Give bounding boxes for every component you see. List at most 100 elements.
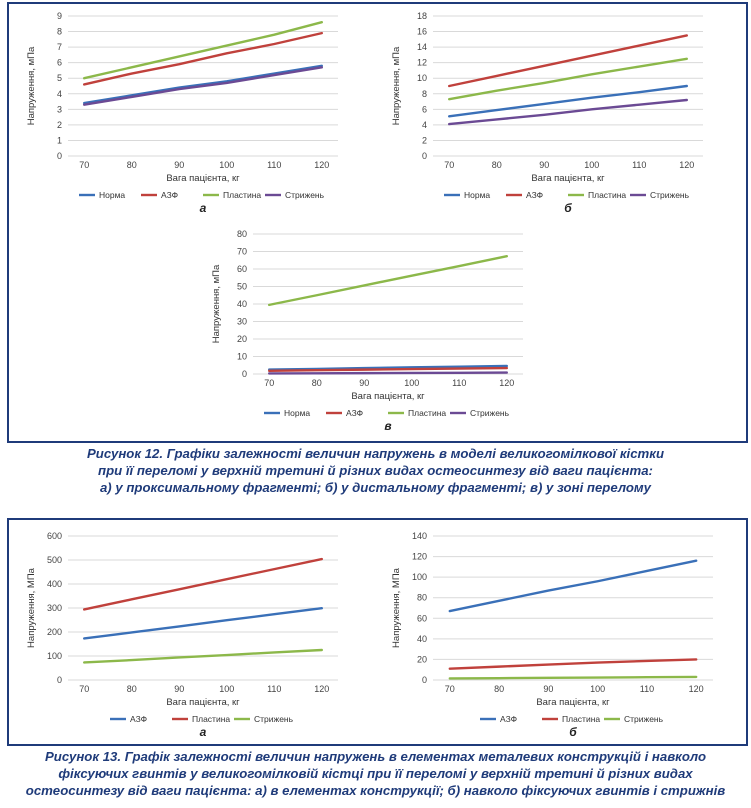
y-tick-label: 10: [237, 352, 247, 362]
x-tick-label: 100: [219, 160, 234, 170]
x-tick-label: 80: [127, 160, 137, 170]
legend-label: Стрижень: [254, 714, 294, 724]
chart-12a: 0 1 2 3 4 5 6 7 8 9 70 80 90 100 110 120 Вага пацієнта, …: [20, 8, 350, 218]
y-tick-label: 80: [237, 229, 247, 239]
y-tick-label: 0: [242, 369, 247, 379]
y-tick-label: 10: [417, 73, 427, 83]
panel-sublabel: б: [564, 201, 572, 215]
series-line: [448, 675, 698, 680]
series-line: [267, 255, 508, 307]
caption-line: при її переломі у верхній третині й різн…: [98, 463, 653, 478]
caption-line: фіксуючих гвинтів у великогомілковій кіс…: [58, 766, 693, 781]
y-tick-label: 16: [417, 27, 427, 37]
series-line: [448, 658, 698, 670]
series-line: [82, 21, 323, 80]
panel-sublabel: в: [384, 419, 391, 433]
y-tick-label: 50: [237, 282, 247, 292]
panel-sublabel: б: [569, 725, 577, 739]
x-tick-label: 80: [127, 684, 137, 694]
x-tick-label: 110: [267, 160, 281, 170]
y-axis-label: Напруження, МПа: [26, 567, 37, 648]
y-tick-label: 100: [412, 572, 427, 582]
chart-12b: 0 2 4 6 8 10 12 14 16 18 70 80 90 100 110 120 Вага паціє…: [385, 8, 715, 218]
y-tick-label: 0: [57, 151, 62, 161]
series-line: [82, 557, 323, 611]
y-tick-label: 500: [47, 555, 62, 565]
x-tick-label: 70: [445, 684, 455, 694]
x-tick-label: 120: [499, 378, 514, 388]
legend-label: Стрижень: [624, 714, 664, 724]
x-tick-label: 110: [640, 684, 654, 694]
y-tick-label: 0: [57, 675, 62, 685]
y-tick-label: 5: [57, 73, 62, 83]
chart-13b: 0 20 40 60 80 100 120 140 70 80 90 100 110 120 Вага па…: [385, 528, 725, 742]
y-tick-label: 40: [237, 299, 247, 309]
y-tick-label: 200: [47, 627, 62, 637]
x-axis-label: Вага пацієнта, кг: [166, 173, 240, 184]
y-tick-label: 12: [417, 58, 427, 68]
y-tick-label: 140: [412, 531, 427, 541]
y-tick-label: 6: [57, 58, 62, 68]
y-tick-label: 4: [422, 120, 427, 130]
y-tick-label: 20: [417, 654, 427, 664]
x-tick-label: 70: [444, 160, 454, 170]
series-line: [447, 98, 688, 126]
panel-sublabel: а: [200, 725, 207, 739]
series-line: [82, 64, 323, 105]
y-tick-label: 7: [57, 42, 62, 52]
legend-label: Пластина: [562, 714, 600, 724]
legend-label: АЗФ: [346, 408, 363, 418]
chart-svg: 0 10 20 30 40 50 60 70 80 70 80 90 100 110 120 Вага пац…: [211, 229, 523, 433]
x-tick-label: 70: [264, 378, 274, 388]
legend-label: Пластина: [408, 408, 446, 418]
y-tick-label: 600: [47, 531, 62, 541]
y-tick-label: 2: [57, 120, 62, 130]
y-axis-label: Напруження, мПа: [211, 264, 222, 343]
legend-label: Стрижень: [285, 190, 325, 200]
x-tick-label: 80: [492, 160, 502, 170]
x-tick-label: 80: [494, 684, 504, 694]
legend-label: АЗФ: [161, 190, 178, 200]
y-tick-label: 20: [237, 334, 247, 344]
legend-label: Норма: [284, 408, 310, 418]
x-tick-label: 100: [404, 378, 419, 388]
series-line: [82, 648, 323, 664]
series-line: [82, 607, 323, 640]
y-tick-label: 18: [417, 11, 427, 21]
x-tick-label: 110: [632, 160, 646, 170]
caption-line: остеосинтезу від ваги пацієнта: а) в еле…: [25, 783, 726, 798]
y-tick-label: 8: [422, 89, 427, 99]
series-line: [447, 34, 688, 88]
y-tick-label: 6: [422, 104, 427, 114]
legend-label: Стрижень: [650, 190, 690, 200]
chart-12c: 0 10 20 30 40 50 60 70 80 70 80 90 100 110 120 Вага пац…: [205, 226, 535, 436]
y-tick-label: 80: [417, 593, 427, 603]
caption-line: Рисунок 12. Графіки залежності величин н…: [86, 446, 664, 461]
legend-label: Пластина: [588, 190, 626, 200]
x-tick-label: 120: [314, 160, 329, 170]
figure-12-caption: Рисунок 12. Графіки залежності величин н…: [0, 445, 751, 496]
x-axis-label: Вага пацієнта, кг: [351, 391, 425, 402]
series-line: [267, 371, 508, 375]
caption-line: Рисунок 13. Графік залежності величин на…: [44, 749, 707, 764]
x-tick-label: 70: [79, 684, 89, 694]
y-tick-label: 1: [57, 135, 62, 145]
y-tick-label: 60: [237, 264, 247, 274]
x-tick-label: 80: [312, 378, 322, 388]
y-tick-label: 14: [417, 42, 427, 52]
legend-label: АЗФ: [526, 190, 543, 200]
legend-label: Норма: [464, 190, 490, 200]
legend-label: Стрижень: [470, 408, 510, 418]
x-tick-label: 100: [584, 160, 599, 170]
caption-line: а) у проксимальному фрагменті; б) у дист…: [99, 480, 652, 495]
y-tick-label: 300: [47, 603, 62, 613]
legend-label: Пластина: [192, 714, 230, 724]
x-axis-label: Вага пацієнта, кг: [536, 697, 610, 708]
y-axis-label: Напруження, мПа: [391, 46, 402, 125]
x-tick-label: 90: [174, 160, 184, 170]
x-tick-label: 90: [539, 160, 549, 170]
x-tick-label: 120: [689, 684, 704, 694]
x-tick-label: 70: [79, 160, 89, 170]
chart-svg: 0 2 4 6 8 10 12 14 16 18 70 80 90 100 110 120 Вага паціє…: [391, 11, 703, 215]
y-tick-label: 9: [57, 11, 62, 21]
